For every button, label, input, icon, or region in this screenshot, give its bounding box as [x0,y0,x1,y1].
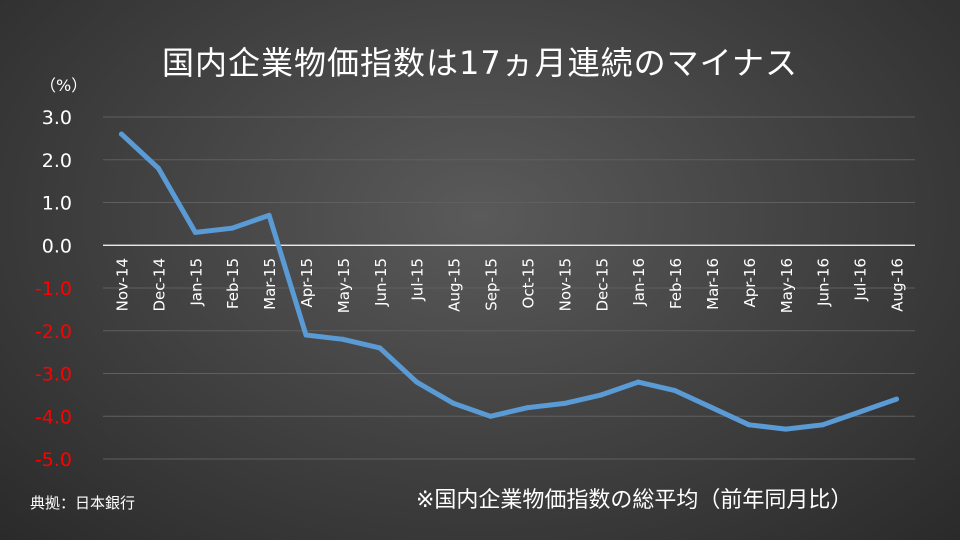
x-tick-label: Jun-15 [372,258,390,307]
y-tick-labels: 3.0 2.0 1.0 0.0 -1.0 -2.0 -3.0 -4.0 -5.0 [35,107,72,471]
x-tick-label: Jan-15 [187,258,205,307]
y-tick-label: 1.0 [42,193,72,215]
data-point [524,405,530,411]
x-tick-label: Nov-14 [113,258,131,311]
x-tick-label: Sep-15 [483,258,501,311]
x-tick-label: Apr-15 [298,258,316,308]
data-point [635,379,641,385]
x-tick-label: Aug-16 [889,258,907,312]
x-tick-label: Mar-15 [261,258,279,310]
data-point [709,405,715,411]
data-point [672,388,678,394]
x-tick-label: Nov-15 [556,258,574,311]
y-tick-label: -1.0 [35,278,72,300]
data-point [894,396,900,402]
footnote: ※国内企業物価指数の総平均（前年同月比） [416,488,853,513]
x-tick-label: Dec-15 [593,258,611,312]
y-tick-label: -3.0 [35,364,72,386]
data-point [377,345,383,351]
data-point [155,165,161,171]
y-tick-label: 0.0 [42,235,72,257]
x-tick-label: Oct-15 [519,258,537,308]
data-point [229,225,235,231]
data-point [561,400,567,406]
x-tick-label: Jan-16 [630,258,648,307]
x-tick-label: Feb-15 [224,258,242,309]
y-tick-label: -5.0 [35,449,72,471]
data-point [340,336,346,342]
x-tick-label: May-15 [335,258,353,313]
data-point [451,400,457,406]
gridlines [103,116,915,460]
x-tick-label: Jul-16 [852,258,870,302]
data-point [303,332,309,338]
data-point [598,392,604,398]
series-line [119,131,899,432]
x-tick-label: Apr-16 [741,258,759,308]
data-point [783,426,789,432]
y-tick-label: -4.0 [35,406,72,428]
x-tick-label: Feb-16 [667,258,685,309]
x-tick-label: Mar-16 [704,258,722,310]
y-tick-label: 2.0 [42,150,72,172]
chart-title: 国内企業物価指数は17ヵ月連続のマイナス [161,44,799,82]
data-point [118,131,124,137]
x-tick-label: Aug-15 [446,258,464,312]
data-point [192,229,198,235]
data-point [746,422,752,428]
x-tick-labels: Nov-14 Dec-14 Jan-15 Feb-15 Mar-15 Apr-15 May-… [113,258,906,313]
data-point [820,422,826,428]
data-point [266,212,272,218]
x-tick-label: Jun-16 [815,258,833,307]
source-credit: 典拠：日本銀行 [30,494,136,512]
data-point [414,379,420,385]
data-point [488,413,494,419]
x-tick-label: May-16 [778,258,796,313]
x-tick-label: Dec-14 [150,258,168,312]
y-tick-label: -2.0 [35,321,72,343]
data-point [857,409,863,415]
y-axis-unit-label: （%） [40,76,88,95]
y-tick-label: 3.0 [42,107,72,129]
x-tick-label: Jul-15 [409,258,427,302]
data-series [118,131,900,432]
